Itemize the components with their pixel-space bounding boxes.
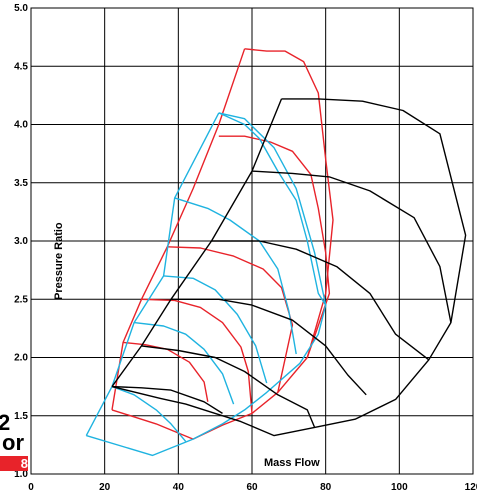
- series-group: [85, 48, 467, 457]
- x-tick-label: 100: [391, 482, 408, 493]
- outer-boundary: [111, 98, 467, 437]
- speed-line: [141, 298, 253, 414]
- speed-line: [211, 240, 430, 361]
- speed-line: [111, 385, 223, 414]
- y-tick-label: 2.5: [14, 294, 28, 305]
- surge-line: [111, 98, 283, 388]
- speed-line: [174, 197, 297, 355]
- speed-line: [111, 385, 187, 442]
- x-tick-label: 60: [246, 482, 258, 493]
- series-1: [85, 112, 327, 457]
- y-axis-label: Pressure Ratio: [53, 222, 65, 300]
- tick-labels: 0 20 40 60 80 100 120 1.0 1.5 2.0 2.5 3.0 3.5 4.0 4.5 5…: [14, 3, 477, 493]
- cropped-text-word: or: [2, 430, 24, 455]
- y-tick-label: 4.5: [14, 61, 28, 72]
- logo-badge-text: 8: [20, 456, 28, 471]
- y-tick-label: 5.0: [14, 3, 28, 14]
- series-0: [111, 48, 334, 440]
- y-tick-label: 2.0: [14, 353, 28, 364]
- y-tick-label: 4.0: [14, 120, 28, 131]
- speed-line: [218, 112, 327, 306]
- outer-boundary: [111, 48, 334, 440]
- y-tick-label: 1.5: [14, 411, 28, 422]
- speed-line: [141, 345, 316, 428]
- cropped-text-digit: 2: [0, 410, 11, 435]
- speed-line: [123, 341, 209, 402]
- y-tick-label: 3.5: [14, 178, 28, 189]
- surge-line: [85, 112, 220, 436]
- plot-frame: [30, 7, 474, 475]
- x-tick-label: 20: [99, 482, 111, 493]
- x-tick-label: 120: [465, 482, 477, 493]
- speed-line: [163, 275, 268, 384]
- y-tick-label: 1.0: [14, 469, 28, 480]
- series-2: [111, 98, 467, 437]
- outer-boundary: [86, 112, 327, 457]
- y-tick-label: 3.0: [14, 236, 28, 247]
- grid: [30, 7, 474, 475]
- x-tick-label: 0: [28, 482, 34, 493]
- speed-line: [171, 298, 367, 396]
- speed-line: [167, 246, 294, 393]
- logo-badge: 8: [0, 456, 28, 471]
- x-tick-label: 40: [173, 482, 185, 493]
- speed-line: [251, 170, 452, 323]
- x-axis-label: Mass Flow: [264, 457, 320, 469]
- x-tick-label: 80: [320, 482, 332, 493]
- speed-line: [134, 321, 235, 405]
